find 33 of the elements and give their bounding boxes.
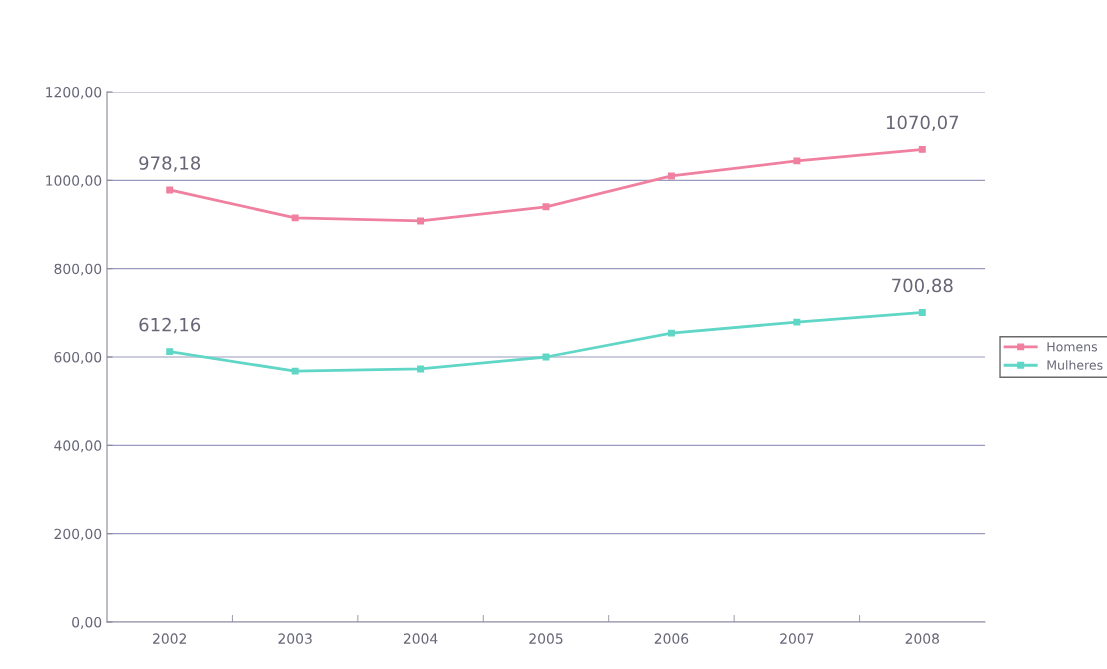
point [667, 172, 675, 180]
y-tick-label: 200,00 [54, 528, 102, 541]
data-label: 700,88 [892, 278, 953, 295]
x-tick-label: 2004 [403, 633, 438, 644]
point [793, 318, 801, 326]
point [166, 348, 174, 356]
point [417, 365, 425, 373]
x-tick-label: 2003 [278, 633, 312, 644]
legend-label: Homens [1047, 342, 1098, 352]
y-tick-label: 1200,00 [46, 86, 102, 99]
x-tick-label: 2007 [780, 633, 814, 644]
point [291, 367, 299, 375]
y-tick-label: 600,00 [54, 351, 102, 364]
data-label: 1070,07 [886, 115, 959, 132]
data-label: 978,18 [139, 156, 201, 172]
y-tick-label: 0,00 [72, 616, 102, 629]
point [542, 203, 550, 211]
x-tick-label: 2005 [529, 633, 563, 644]
point [667, 329, 675, 337]
y-tick-label: 800,00 [54, 263, 102, 276]
point [417, 217, 425, 225]
y-tick-label: 1000,00 [46, 175, 102, 188]
point [918, 145, 926, 153]
point [291, 214, 299, 222]
data-label: 612,16 [139, 317, 201, 334]
point [793, 157, 801, 165]
y-tick-label: 400,00 [54, 440, 102, 453]
point [166, 186, 174, 194]
point [918, 308, 926, 316]
x-tick-label: 2006 [654, 633, 689, 644]
legend-label: Mulheres [1047, 360, 1103, 370]
x-tick-label: 2002 [153, 633, 186, 644]
x-tick-label: 2008 [905, 633, 940, 644]
